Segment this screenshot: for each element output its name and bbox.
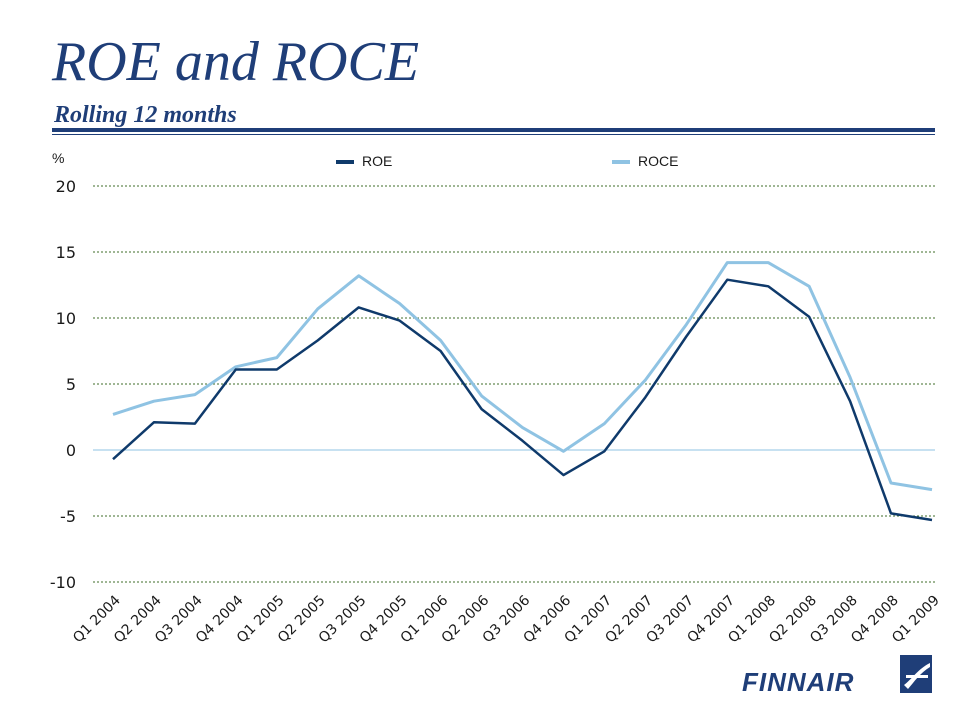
y-tick-label: -10 — [50, 573, 76, 592]
legend-layer: ROE ROCE — [336, 153, 678, 169]
y-axis-unit-label: % — [52, 150, 64, 166]
legend-label-roe: ROE — [362, 153, 392, 169]
y-tick-label: 10 — [56, 309, 76, 328]
series-line-roe — [112, 278, 933, 522]
legend-label-roce: ROCE — [638, 153, 678, 169]
title-rule-thin — [52, 134, 935, 135]
finnair-emblem-icon — [900, 655, 932, 693]
legend-swatch-roce — [612, 160, 630, 164]
series-layer — [112, 261, 933, 522]
series-line-roce — [112, 261, 933, 492]
y-tick-label: -5 — [60, 507, 76, 526]
y-tick-label: 5 — [66, 375, 76, 394]
page-title: ROE and ROCE — [52, 31, 420, 93]
y-tick-label: 20 — [56, 177, 76, 196]
finnair-logo: FINNAIR — [742, 655, 932, 697]
finnair-logo-text: FINNAIR — [742, 667, 854, 697]
title-rule-thick — [52, 128, 935, 132]
grid-layer — [93, 185, 935, 583]
y-tick-label: 15 — [56, 243, 76, 262]
page-subtitle: Rolling 12 months — [54, 102, 237, 128]
y-tick-label: 0 — [66, 441, 76, 460]
legend-swatch-roe — [336, 160, 354, 164]
